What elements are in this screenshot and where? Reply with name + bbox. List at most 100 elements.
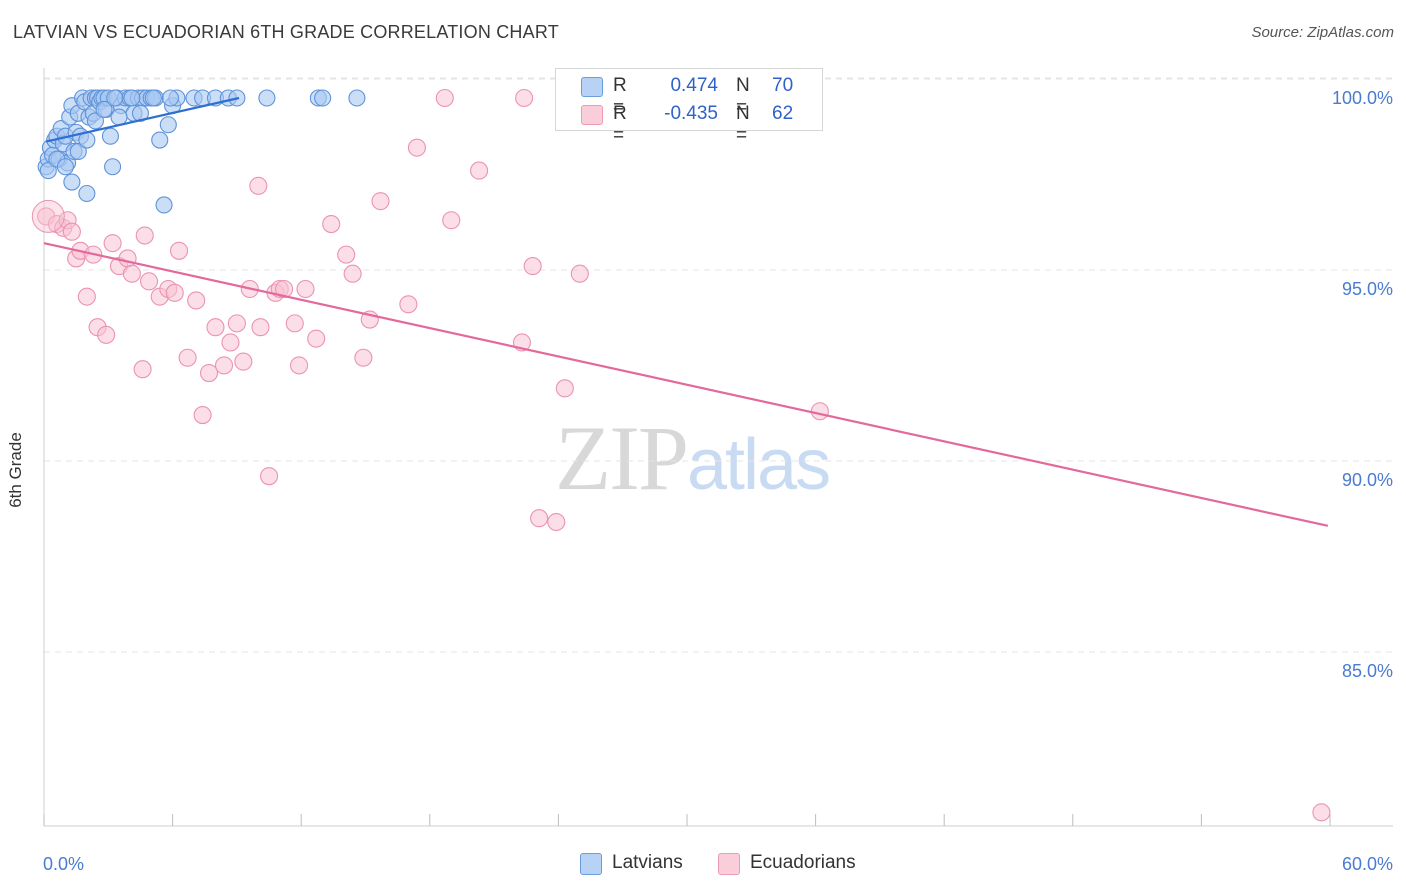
- ecuadorian-point-large: [31, 199, 65, 233]
- ecuadorian-point: [234, 352, 253, 371]
- ecuadorian-point: [435, 88, 454, 108]
- axis-layer: [43, 68, 1393, 827]
- ecuadorian-point: [97, 325, 116, 344]
- ecuadorian-point: [165, 283, 184, 302]
- y-tick-label: 85.0%: [1342, 661, 1393, 681]
- tick-labels: 100.0% 95.0% 90.0% 85.0% 0.0% 60.0%: [43, 88, 1393, 874]
- ecuadorian-point: [555, 379, 574, 398]
- ecuadorian-point: [259, 467, 279, 486]
- ecuadorian-point: [290, 356, 309, 375]
- latvian-point: [110, 108, 128, 126]
- ecuadorian-point: [139, 272, 159, 291]
- latvian-point: [101, 127, 119, 145]
- latvian-swatch: [581, 77, 603, 97]
- latvian-point: [314, 89, 332, 107]
- ecuadorian-point: [135, 226, 154, 245]
- ecuadorian-point: [322, 215, 341, 234]
- latvian-r-label: R =: [613, 75, 627, 118]
- latvians-legend-label: Latvians: [612, 852, 683, 873]
- ecuadorian-point: [547, 512, 566, 532]
- watermark-zip: ZIP: [555, 407, 689, 509]
- latvian-point: [106, 89, 124, 107]
- ecuadorian-point: [62, 222, 81, 241]
- x-tick-label-max: 60.0%: [1342, 854, 1393, 874]
- ecuadorian-n-label: N =: [736, 103, 750, 146]
- ecuadorian-point: [407, 138, 426, 157]
- latvian-point: [161, 89, 180, 107]
- ecuadorian-point: [214, 356, 234, 375]
- ecuadorian-point: [343, 264, 362, 283]
- ecuadorian-point: [249, 176, 268, 195]
- latvian-n-label: N =: [736, 75, 750, 118]
- ecuadorian-point: [193, 406, 212, 425]
- latvian-point: [144, 89, 162, 107]
- ecuadorian-point: [354, 348, 373, 367]
- latvian-point: [104, 158, 122, 176]
- ecuadorian-point: [187, 291, 206, 310]
- ecuadorian-point: [530, 509, 549, 528]
- ecuadorian-point: [810, 402, 829, 421]
- ecuadorian-point: [178, 348, 197, 367]
- latvian-point: [56, 158, 74, 176]
- latvian-point: [95, 100, 113, 119]
- ecuadorian-point: [307, 329, 326, 348]
- latvian-r-value: 0.474: [670, 75, 718, 96]
- ecuadorian-point: [169, 241, 189, 260]
- ecuadorian-points: [31, 88, 1331, 822]
- ecuadorian-point: [570, 264, 589, 283]
- ecuadorian-point: [103, 234, 122, 253]
- latvians-legend-swatch: [580, 853, 602, 875]
- ecuadorian-point: [371, 192, 390, 211]
- latvian-point: [151, 131, 169, 149]
- ecuadorian-swatch: [581, 105, 603, 125]
- latvian-point: [63, 173, 81, 191]
- source-label: Source: ZipAtlas.com: [1251, 24, 1394, 41]
- latvian-point: [155, 196, 173, 214]
- latvian-trend-line: [45, 96, 240, 143]
- ecuadorian-point: [227, 314, 246, 333]
- ecuadorian-r-label: R =: [613, 103, 627, 146]
- latvian-point: [86, 112, 104, 130]
- ecuadorian-r-value: -0.435: [664, 103, 718, 124]
- watermark: ZIPatlas: [555, 405, 831, 511]
- latvian-point: [258, 89, 276, 107]
- ecuadorian-point: [122, 264, 141, 283]
- ecuadorian-point: [118, 249, 137, 268]
- ecuadorian-point: [285, 314, 304, 333]
- ecuadorian-point: [251, 318, 270, 337]
- ecuadorian-trend-line: [43, 242, 1329, 527]
- x-tick-label-min: 0.0%: [43, 854, 84, 874]
- ecuadorian-point: [515, 88, 534, 108]
- ecuadorian-point: [470, 161, 489, 180]
- y-tick-label: 95.0%: [1342, 279, 1393, 299]
- y-tick-label: 100.0%: [1332, 88, 1393, 108]
- latvian-point: [39, 162, 57, 180]
- ecuadorian-point: [199, 363, 219, 383]
- ecuadorian-point: [275, 279, 294, 299]
- ecuadorian-point: [399, 295, 418, 314]
- latvian-point: [123, 89, 141, 107]
- ecuadorian-point: [296, 279, 315, 299]
- ecuadorian-point: [442, 211, 461, 230]
- latvian-point: [78, 184, 96, 203]
- latvian-points: [37, 89, 366, 214]
- ecuadorian-point: [523, 257, 542, 276]
- latvian-n-value: 70: [772, 75, 794, 96]
- trend-lines: [43, 96, 1329, 527]
- latvian-point: [348, 89, 366, 107]
- ecuadorian-point: [77, 287, 96, 306]
- chart-title: LATVIAN VS ECUADORIAN 6TH GRADE CORRELAT…: [13, 22, 559, 42]
- stats-legend: R = 0.474 N = 70 R = -0.435 N = 62: [555, 68, 823, 146]
- ecuadorians-legend-swatch: [718, 853, 740, 875]
- ecuadorian-point: [221, 333, 240, 352]
- ecuadorian-point: [337, 245, 356, 264]
- ecuadorian-point: [133, 360, 152, 379]
- latvian-point: [69, 142, 87, 161]
- ecuadorian-point: [1312, 803, 1331, 822]
- watermark-atlas: atlas: [687, 425, 831, 505]
- ecuadorian-n-value: 62: [772, 103, 794, 124]
- ecuadorian-point: [206, 318, 225, 337]
- latvian-point: [159, 116, 177, 134]
- ecuadorians-legend-label: Ecuadorians: [750, 852, 856, 873]
